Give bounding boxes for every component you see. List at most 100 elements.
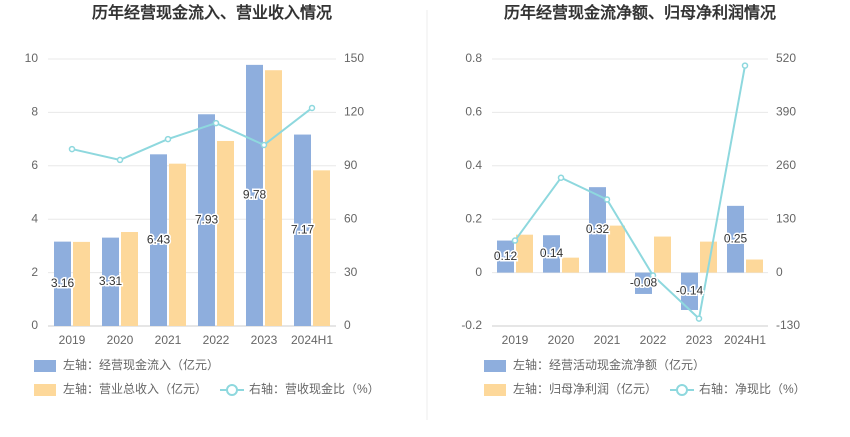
y-tick-label: 8: [31, 105, 38, 119]
x-tick-label: 2023: [686, 333, 713, 347]
bar: [150, 154, 167, 326]
y-tick-label: 10: [25, 51, 39, 65]
chart-title: 历年经营现金流入、营业收入情况: [92, 3, 332, 22]
x-tick-label: 2019: [502, 333, 529, 347]
data-label: 7.93: [195, 212, 219, 226]
legend-label: 右轴：净现比（%）: [699, 381, 806, 396]
x-tick-label: 2021: [155, 333, 182, 347]
data-label: 3.31: [99, 274, 123, 288]
legend-label: 左轴：归母净利润（亿元）: [513, 381, 657, 396]
bar: [654, 236, 671, 273]
data-label: 0.32: [586, 222, 610, 236]
legend-label: 左轴：营业总收入（亿元）: [63, 381, 207, 396]
y2-tick-label: 60: [344, 211, 358, 225]
bar: [73, 241, 90, 326]
bar: [217, 140, 234, 326]
legend-icon: [34, 384, 56, 396]
bar: [246, 64, 263, 327]
line: [71, 107, 313, 161]
point: [603, 196, 611, 203]
legend-label: 左轴：经营现金流入（亿元）: [63, 357, 219, 372]
x-tick-label: 2024H1: [724, 333, 766, 347]
y2-tick-label: 150: [344, 51, 364, 65]
point: [116, 156, 124, 164]
x-tick-label: 2021: [594, 333, 621, 347]
y2-tick-label: 30: [344, 265, 358, 279]
y2-tick-label: 0: [344, 318, 351, 332]
bar: [313, 170, 330, 326]
chart-title: 历年经营现金流净额、归母净利润情况: [504, 3, 776, 22]
x-tick-label: 2020: [548, 333, 575, 347]
bar: [700, 241, 717, 273]
bar: [102, 237, 119, 326]
data-label: 9.78: [243, 188, 267, 202]
bar: [727, 205, 744, 273]
bar: [746, 259, 763, 273]
bar: [635, 272, 652, 294]
y2-tick-label: 390: [776, 105, 796, 119]
x-tick-label: 2020: [107, 333, 134, 347]
data-label: 3.16: [51, 276, 75, 290]
bar: [681, 272, 698, 310]
bar: [497, 240, 514, 273]
y2-tick-label: 120: [344, 105, 364, 119]
data-label: 6.43: [147, 232, 171, 246]
point: [260, 141, 268, 149]
point: [695, 315, 703, 322]
bar: [562, 257, 579, 273]
point: [511, 237, 519, 244]
bar: [198, 114, 215, 326]
bar: [54, 241, 71, 326]
y-tick-label: 4: [31, 211, 38, 225]
y2-tick-label: 260: [776, 158, 796, 172]
x-tick-label: 2024H1: [291, 333, 333, 347]
y-tick-label: -0.2: [461, 318, 482, 332]
point: [212, 119, 220, 127]
legend-icon: [484, 360, 506, 372]
point: [741, 62, 749, 69]
y-tick-label: 2: [31, 265, 38, 279]
y-tick-label: 0.6: [465, 105, 482, 119]
y2-tick-label: 90: [344, 158, 358, 172]
data-label: 0.14: [540, 246, 564, 260]
point: [308, 104, 316, 112]
x-tick-label: 2022: [640, 333, 667, 347]
y-tick-label: 0.8: [465, 51, 482, 65]
point: [649, 272, 657, 279]
x-tick-label: 2022: [203, 333, 230, 347]
x-tick-label: 2019: [59, 333, 86, 347]
legend-icon: [676, 384, 688, 396]
y-tick-label: 0.2: [465, 211, 482, 225]
bar: [589, 187, 606, 273]
x-tick-label: 2023: [251, 333, 278, 347]
bar: [608, 225, 625, 273]
bar: [121, 232, 138, 326]
y-tick-label: 6: [31, 158, 38, 172]
y2-tick-label: -130: [776, 318, 800, 332]
data-label: 0.12: [494, 249, 518, 263]
data-label: 7.17: [291, 222, 315, 236]
y2-tick-label: 0: [776, 265, 783, 279]
data-label: 0.25: [724, 231, 748, 245]
legend-icon: [34, 360, 56, 372]
bar: [294, 134, 311, 326]
line: [514, 65, 746, 321]
legend-icon: [226, 384, 238, 396]
point: [68, 145, 76, 153]
point: [557, 174, 565, 181]
y2-tick-label: 130: [776, 211, 796, 225]
y-tick-label: 0.4: [465, 158, 482, 172]
legend-label: 右轴：营收现金比（%）: [249, 381, 380, 396]
legend-icon: [484, 384, 506, 396]
y-tick-label: 0: [31, 318, 38, 332]
data-label: -0.08: [630, 275, 658, 289]
y2-tick-label: 520: [776, 51, 796, 65]
y-tick-label: 0: [475, 265, 482, 279]
bar: [516, 234, 533, 273]
bar: [543, 235, 560, 273]
data-label: -0.14: [676, 283, 704, 297]
point: [164, 135, 172, 143]
bar: [169, 163, 186, 326]
bar: [265, 70, 282, 327]
